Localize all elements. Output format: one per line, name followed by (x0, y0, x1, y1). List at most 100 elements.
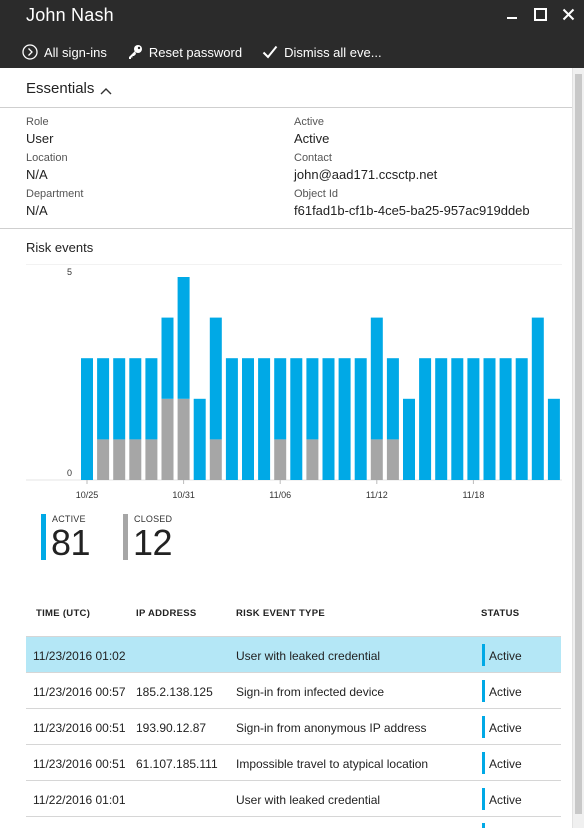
bar-active[interactable] (242, 358, 254, 480)
location-label: Location (26, 152, 68, 164)
dismiss-all-button[interactable]: Dismiss all eve... (262, 44, 382, 60)
maximize-icon[interactable] (532, 6, 548, 22)
bar-closed[interactable] (370, 439, 383, 480)
row-status: Active (489, 793, 522, 807)
x-tick-label: 11/12 (366, 490, 388, 500)
arrow-circle-icon (22, 44, 38, 60)
dismiss-all-label: Dismiss all eve... (284, 44, 382, 60)
bar-active[interactable] (145, 358, 158, 440)
bar-active[interactable] (81, 358, 93, 480)
section-divider (0, 228, 572, 229)
contact-label: Contact (294, 152, 332, 164)
row-type: Sign-in from infected device (236, 685, 385, 699)
table-row[interactable]: 11/23/2016 01:02 User with leaked creden… (26, 636, 561, 672)
close-icon[interactable] (560, 6, 576, 22)
status-indicator (482, 823, 485, 828)
row-type: Sign-in from anonymous IP address (236, 721, 427, 735)
bar-closed[interactable] (386, 439, 399, 480)
bar-active[interactable] (547, 398, 560, 480)
y-tick-label: 5 (67, 267, 72, 277)
bar-active[interactable] (113, 358, 126, 440)
department-value: N/A (26, 203, 48, 218)
bar-closed[interactable] (97, 439, 110, 480)
bar-active[interactable] (354, 358, 367, 480)
row-time: 11/23/2016 00:51 (33, 721, 126, 735)
closed-stat-bar (123, 514, 128, 560)
row-type: User with leaked credential (236, 649, 381, 663)
bar-closed[interactable] (161, 398, 174, 480)
bar-active[interactable] (435, 358, 448, 480)
bar-active[interactable] (403, 398, 415, 480)
objectid-value: f61fad1b-cf1b-4ce5-ba25-957ac919ddeb (294, 203, 530, 218)
bar-active[interactable] (193, 398, 206, 480)
bar-active[interactable] (274, 358, 287, 440)
essentials-header[interactable]: Essentials (0, 68, 572, 108)
bar-closed[interactable] (209, 439, 222, 480)
bar-active[interactable] (258, 358, 271, 480)
bar-closed[interactable] (129, 439, 142, 480)
bar-active[interactable] (499, 358, 512, 480)
scrollbar-thumb[interactable] (575, 74, 582, 814)
location-value: N/A (26, 167, 48, 182)
table-row[interactable]: 11/23/2016 00:51 193.90.12.87 Sign-in fr… (26, 708, 561, 744)
bar-active[interactable] (515, 358, 528, 480)
bar-active[interactable] (209, 317, 222, 440)
bar-active[interactable] (531, 317, 544, 480)
bar-active[interactable] (129, 358, 142, 440)
bar-active[interactable] (370, 317, 383, 440)
table-row[interactable] (26, 816, 561, 828)
status-indicator (482, 788, 485, 810)
closed-stat-count: 12 (133, 522, 173, 563)
bar-closed[interactable] (113, 439, 126, 480)
bar-active[interactable] (177, 277, 190, 399)
blade-title: John Nash (26, 5, 114, 25)
chevron-up-icon[interactable] (100, 82, 112, 100)
reset-password-button[interactable]: Reset password (127, 44, 242, 60)
contact-value: john@aad171.ccsctp.net (294, 167, 438, 182)
bar-active[interactable] (338, 358, 351, 480)
closed-stat-label: CLOSED (134, 514, 173, 524)
bar-active[interactable] (451, 358, 464, 480)
bar-active[interactable] (97, 358, 110, 440)
bar-active[interactable] (290, 358, 303, 480)
bar-active[interactable] (467, 358, 480, 480)
table-row[interactable]: 11/23/2016 00:51 61.107.185.111 Impossib… (26, 744, 561, 780)
x-tick-label: 11/06 (269, 490, 291, 500)
bar-active[interactable] (419, 358, 432, 480)
x-tick-label: 10/31 (172, 490, 195, 500)
column-header-type[interactable]: RISK EVENT TYPE (236, 608, 325, 619)
risk-events-chart: 5 0 10/25 10/31 11/06 11/12 11/18 (26, 264, 562, 500)
row-time: 11/23/2016 01:02 (33, 649, 126, 663)
row-type: User with leaked credential (236, 793, 381, 807)
bar-active[interactable] (161, 317, 174, 399)
bar-active[interactable] (322, 358, 335, 480)
vertical-scrollbar[interactable] (572, 68, 584, 828)
row-type: Impossible travel to atypical location (236, 757, 429, 771)
minimize-icon[interactable] (504, 6, 520, 22)
role-value: User (26, 131, 54, 146)
row-time: 11/23/2016 00:57 (33, 685, 126, 699)
column-header-time[interactable]: TIME (UTC) (36, 608, 91, 619)
checkmark-icon (262, 45, 278, 59)
all-signins-label: All sign-ins (44, 44, 107, 60)
reset-password-label: Reset password (148, 44, 243, 60)
blade-header: John Nash All sign-ins Reset password (0, 0, 584, 68)
table-row[interactable]: 11/22/2016 01:01 User with leaked creden… (26, 780, 561, 816)
active-stat-count: 81 (51, 522, 91, 563)
column-header-ip[interactable]: IP ADDRESS (136, 608, 197, 619)
bar-active[interactable] (483, 358, 496, 480)
bar-active[interactable] (306, 358, 319, 440)
active-value: Active (294, 131, 330, 146)
blade-content: Essentials Role User Location N/A Depart… (0, 68, 572, 828)
bar-active[interactable] (386, 358, 399, 440)
bar-active[interactable] (225, 358, 238, 480)
bar-closed[interactable] (145, 439, 158, 480)
key-icon (128, 45, 142, 59)
bar-closed[interactable] (306, 439, 319, 480)
column-header-status[interactable]: STATUS (481, 608, 520, 619)
all-signins-button[interactable]: All sign-ins (22, 44, 107, 60)
bar-closed[interactable] (177, 398, 190, 480)
status-indicator (482, 752, 485, 774)
table-row[interactable]: 11/23/2016 00:57 185.2.138.125 Sign-in f… (26, 672, 561, 708)
bar-closed[interactable] (274, 439, 287, 480)
